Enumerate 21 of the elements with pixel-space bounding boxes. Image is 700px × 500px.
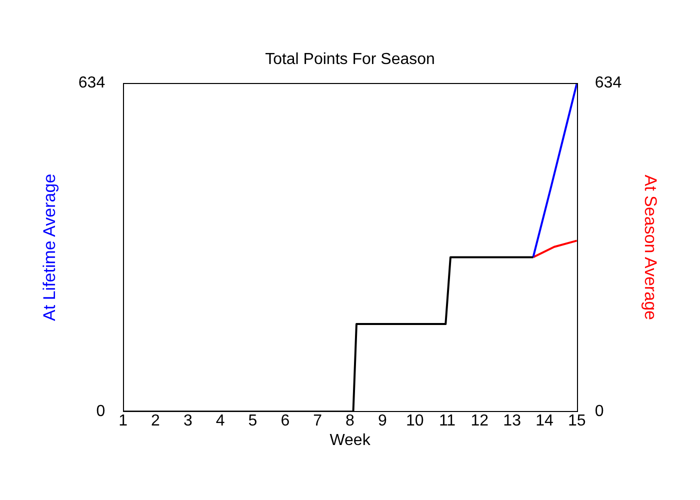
x-tick-label: 2 <box>151 412 160 430</box>
x-tick-label: 14 <box>536 412 554 430</box>
y2-tick-label: 0 <box>594 403 604 420</box>
y2-axis-title: At Season Average <box>641 174 660 320</box>
x-axis-title: Week <box>330 432 372 449</box>
x-tick-label: 11 <box>438 412 456 430</box>
x-tick-label: 6 <box>280 412 290 430</box>
x-tick-label: 8 <box>346 412 355 430</box>
x-tick-label: 13 <box>503 412 522 430</box>
chart-title: Total Points For Season <box>265 51 435 68</box>
x-tick-label: 7 <box>313 412 322 430</box>
x-tick-label: 4 <box>216 412 225 430</box>
x-tick-label: 1 <box>118 412 128 430</box>
x-tick-label: 12 <box>470 412 489 430</box>
y2-tick-label: 634 <box>594 74 622 92</box>
x-tick-label: 9 <box>378 412 387 430</box>
y-axis-title: At Lifetime Average <box>40 174 59 321</box>
x-tick-label: 3 <box>183 412 192 430</box>
x-tick-label: 10 <box>406 412 424 430</box>
x-tick-label: 15 <box>568 412 586 430</box>
x-tick-label: 5 <box>248 412 258 430</box>
